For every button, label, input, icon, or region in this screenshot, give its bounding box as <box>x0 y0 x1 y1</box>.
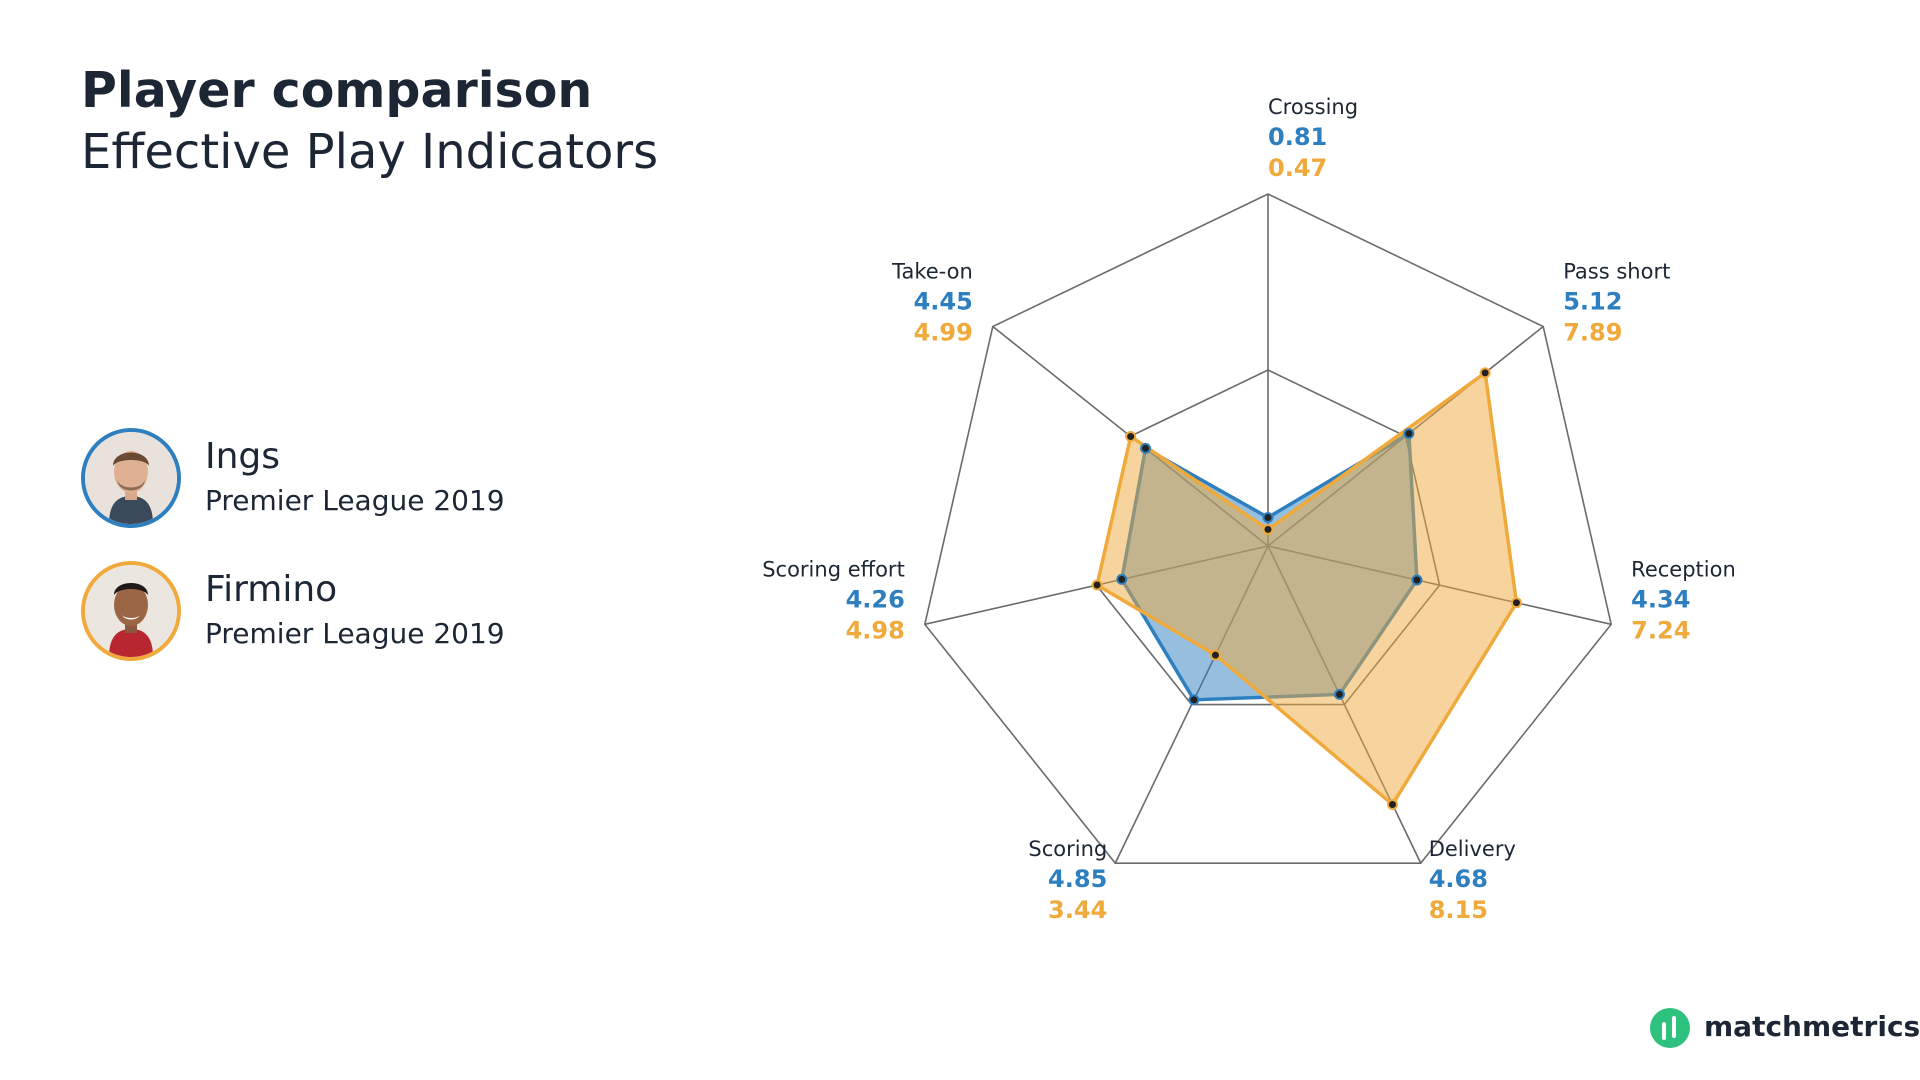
brand-name: matchmetrics <box>1704 1010 1920 1043</box>
radar-data-point <box>1262 511 1274 523</box>
radar-value-label: 8.15 <box>1429 896 1488 924</box>
radar-value-label: 7.24 <box>1631 616 1690 644</box>
player-avatar-firmino <box>81 561 181 661</box>
radar-data-point <box>1209 649 1221 661</box>
radar-grid-ring <box>923 193 1613 864</box>
radar-axis-label: Scoring effort <box>762 557 905 581</box>
radar-axis-label: Reception <box>1631 557 1736 581</box>
radar-data-point <box>1091 579 1103 591</box>
radar-data-point <box>1140 442 1152 454</box>
brand-logo: matchmetrics <box>1648 1006 1920 1050</box>
radar-data-point <box>1403 428 1415 440</box>
radar-data-point <box>1386 798 1398 810</box>
radar-axis-label: Pass short <box>1563 260 1670 284</box>
radar-data-point <box>1116 573 1128 585</box>
player-avatar-ings <box>81 428 181 528</box>
player-name: Ings <box>205 436 281 477</box>
player-competition: Premier League 2019 <box>205 484 505 517</box>
radar-axis-label: Delivery <box>1429 837 1516 861</box>
radar-series-area <box>1095 371 1519 807</box>
radar-data-point <box>1479 367 1491 379</box>
radar-data-point <box>1125 430 1137 442</box>
radar-axis-label: Take-on <box>891 260 973 284</box>
radar-value-label: 4.26 <box>846 585 905 613</box>
radar-value-label: 5.12 <box>1563 288 1622 316</box>
radar-value-label: 4.34 <box>1631 585 1690 613</box>
radar-value-label: 4.99 <box>914 319 973 347</box>
radar-axis-label: Crossing <box>1268 95 1358 119</box>
page-title: Player comparison <box>81 62 593 119</box>
player-competition: Premier League 2019 <box>205 617 505 650</box>
radar-value-label: 4.45 <box>914 288 973 316</box>
radar-value-label: 3.44 <box>1048 896 1107 924</box>
radar-data-point <box>1188 694 1200 706</box>
matchmetrics-logo-icon <box>1650 1008 1690 1048</box>
radar-data-point <box>1510 597 1522 609</box>
radar-data-point <box>1333 688 1345 700</box>
radar-value-label: 0.47 <box>1268 154 1327 182</box>
radar-axis-label: Scoring <box>1028 837 1107 861</box>
radar-data-point <box>1262 523 1274 535</box>
player-name: Firmino <box>205 569 338 610</box>
radar-value-label: 4.98 <box>846 616 905 644</box>
radar-value-label: 7.89 <box>1563 319 1622 347</box>
radar-value-label: 4.68 <box>1429 865 1488 893</box>
radar-value-label: 4.85 <box>1048 865 1107 893</box>
page-subtitle: Effective Play Indicators <box>81 124 659 180</box>
radar-value-label: 0.81 <box>1268 123 1327 151</box>
radar-data-point <box>1411 574 1423 586</box>
